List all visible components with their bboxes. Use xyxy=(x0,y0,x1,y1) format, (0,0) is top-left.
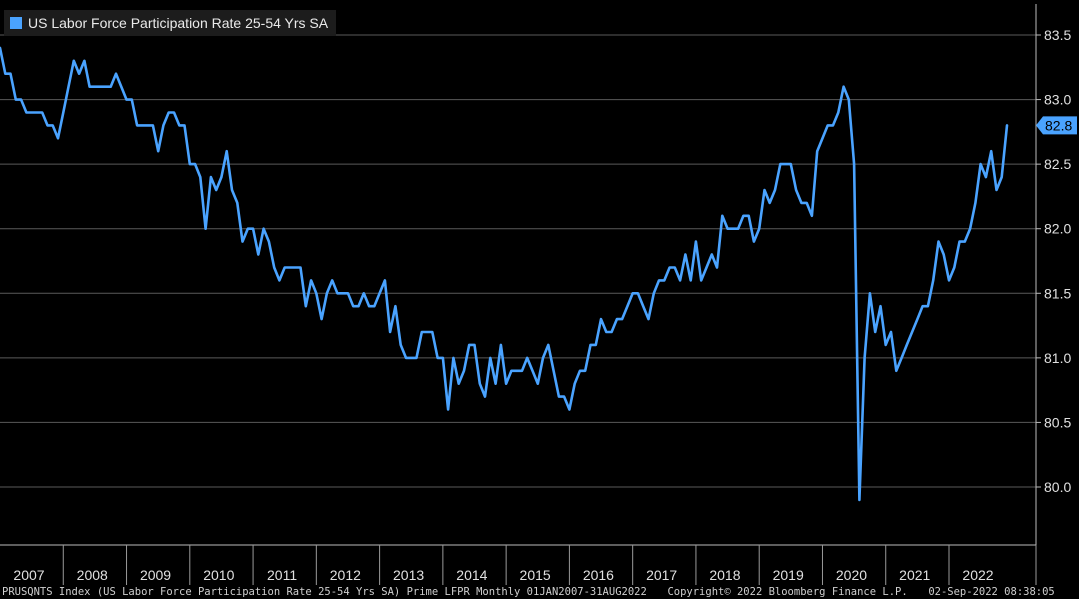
y-tick-label: 80.5 xyxy=(1044,414,1071,430)
y-tick-label: 83.5 xyxy=(1044,27,1071,43)
footer-copyright: Copyright© 2022 Bloomberg Finance L.P. xyxy=(667,586,908,598)
x-tick-label: 2007 xyxy=(13,567,44,583)
x-tick-label: 2014 xyxy=(456,567,487,583)
footer-timestamp: 02-Sep-2022 08:38:05 xyxy=(928,586,1055,598)
x-tick-label: 2011 xyxy=(267,567,297,583)
x-tick-label: 2012 xyxy=(330,567,361,583)
y-tick-label: 80.0 xyxy=(1044,479,1071,495)
x-tick-label: 2009 xyxy=(140,567,171,583)
x-tick-label: 2013 xyxy=(393,567,424,583)
legend-label: US Labor Force Participation Rate 25-54 … xyxy=(28,15,329,31)
y-tick-label: 81.0 xyxy=(1044,350,1071,366)
x-tick-label: 2019 xyxy=(773,567,804,583)
y-tick-label: 82.5 xyxy=(1044,156,1071,172)
x-tick-label: 2018 xyxy=(709,567,740,583)
y-tick-label: 81.5 xyxy=(1044,285,1071,301)
legend-swatch xyxy=(10,17,22,29)
x-tick-label: 2008 xyxy=(77,567,108,583)
x-tick-label: 2015 xyxy=(520,567,551,583)
last-value-label: 82.8 xyxy=(1045,117,1072,133)
x-tick-label: 2016 xyxy=(583,567,614,583)
x-tick-label: 2020 xyxy=(836,567,867,583)
series-line xyxy=(0,46,1009,502)
chart-legend: US Labor Force Participation Rate 25-54 … xyxy=(4,10,337,36)
footer-source: PRUSQNTS Index (US Labor Force Participa… xyxy=(2,586,647,598)
x-tick-label: 2021 xyxy=(899,567,930,583)
x-tick-label: 2010 xyxy=(203,567,234,583)
last-value-badge xyxy=(1036,116,1077,135)
chart-footer: PRUSQNTS Index (US Labor Force Participa… xyxy=(2,586,1079,599)
y-tick-label: 82.0 xyxy=(1044,221,1071,237)
x-tick-label: 2017 xyxy=(646,567,677,583)
x-tick-label: 2022 xyxy=(962,567,993,583)
y-tick-label: 83.0 xyxy=(1044,92,1071,108)
